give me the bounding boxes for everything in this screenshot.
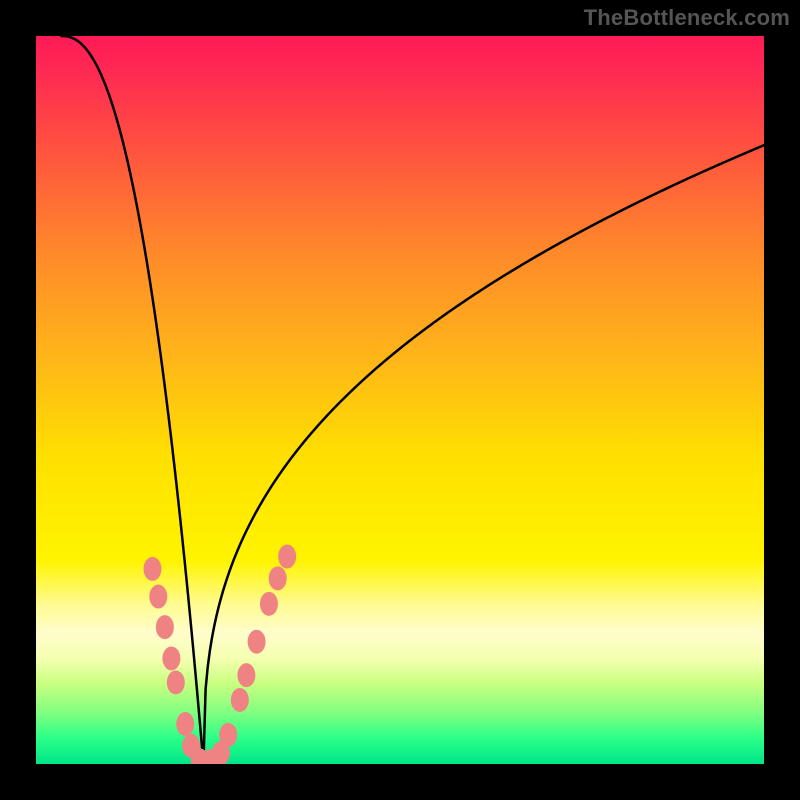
curve-marker — [260, 592, 278, 616]
curve-marker — [167, 670, 185, 694]
plot-svg — [36, 36, 764, 764]
gradient-background — [36, 36, 764, 764]
plot-area — [36, 36, 764, 764]
curve-marker — [156, 615, 174, 639]
curve-marker — [269, 566, 287, 590]
chart-frame: TheBottleneck.com — [0, 0, 800, 800]
curve-marker — [278, 545, 296, 569]
curve-marker — [143, 557, 161, 581]
curve-marker — [176, 712, 194, 736]
watermark-text: TheBottleneck.com — [584, 5, 790, 31]
curve-marker — [162, 646, 180, 670]
curve-marker — [219, 723, 237, 747]
curve-marker — [237, 663, 255, 687]
curve-marker — [149, 585, 167, 609]
curve-marker — [231, 688, 249, 712]
curve-marker — [248, 630, 266, 654]
